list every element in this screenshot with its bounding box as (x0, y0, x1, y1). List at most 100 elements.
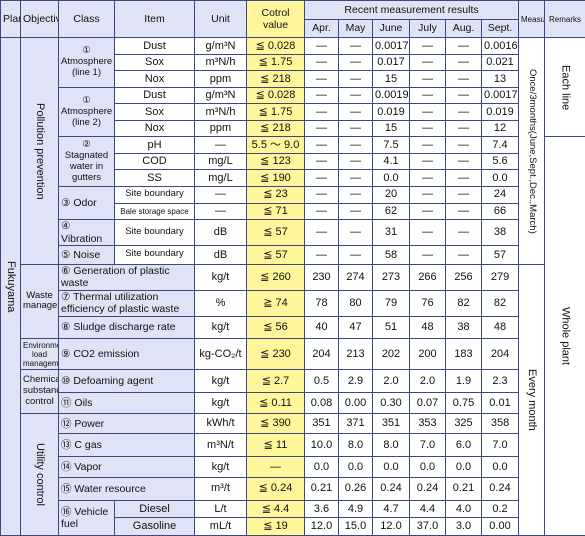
plant-name: Fukuyama (4, 260, 17, 313)
control-value: ≦ 11 (246, 433, 305, 458)
control-value: ≦ 57 (246, 245, 305, 265)
class-stagnated: ② Stagnated water in gutters (58, 136, 115, 187)
item: Site boundary (114, 219, 195, 247)
value: 12.0 (304, 517, 339, 536)
value: 279 (480, 263, 520, 291)
value: 0.0 (480, 169, 520, 187)
unit: dB (194, 245, 247, 265)
value: — (445, 186, 482, 204)
control-value: ≦ 123 (246, 152, 305, 171)
value: 3.6 (304, 499, 339, 519)
item: Diesel (114, 499, 195, 519)
objective-pollution: Pollution prevention (20, 37, 59, 265)
value: 0.0 (409, 456, 446, 478)
unit: L/t (194, 499, 247, 519)
item: Nox (114, 119, 195, 138)
item: Sox (114, 103, 195, 121)
unit: g/m³N (194, 37, 247, 55)
value: 3.0 (445, 517, 482, 536)
value: — (445, 136, 482, 154)
value: 57 (480, 245, 520, 265)
value: 31 (372, 219, 410, 247)
control-value: ≦ 390 (246, 412, 305, 435)
class-atm2: ① Atmosphere (line 2) (58, 86, 115, 138)
unit: mL/t (194, 517, 247, 536)
value: 15 (372, 70, 410, 88)
value: 274 (338, 263, 373, 291)
value: 204 (304, 338, 339, 371)
control-value: ≦ 0.028 (246, 37, 305, 55)
value: 266 (409, 263, 446, 291)
value: — (304, 245, 339, 265)
value: — (304, 186, 339, 204)
value: — (338, 219, 373, 247)
value: — (304, 169, 339, 187)
value: 1.9 (445, 369, 482, 394)
control-value: ≧ 74 (246, 289, 305, 317)
unit: — (194, 186, 247, 204)
class-water: ⑮ Water resource (58, 476, 195, 501)
value: — (338, 53, 373, 72)
value: — (338, 37, 373, 55)
value: 0.07 (409, 392, 446, 414)
value: 78 (304, 289, 339, 317)
unit: — (194, 136, 247, 154)
value: 0.0017 (372, 37, 410, 55)
header-measurement: Measurement (518, 0, 546, 39)
value: 358 (480, 412, 520, 435)
control-value: ≦ 218 (246, 119, 305, 138)
class-co2: ⑨ CO2 emission (58, 338, 195, 371)
value: — (445, 119, 482, 138)
class-sludge: ⑧ Sludge discharge rate (58, 315, 195, 340)
header-month: July (409, 18, 446, 39)
value: 8.0 (372, 433, 410, 458)
value: — (304, 103, 339, 121)
measurement-every: Every month (518, 263, 546, 536)
value: 0.08 (304, 392, 339, 414)
value: — (338, 245, 373, 265)
value: — (304, 119, 339, 138)
value: — (445, 53, 482, 72)
value: 0.0 (372, 169, 410, 187)
value: — (409, 119, 446, 138)
control-value: ≦ 0.028 (246, 86, 305, 105)
control-value: ≦ 57 (246, 219, 305, 247)
value: 8.0 (338, 433, 373, 458)
value: — (338, 152, 373, 171)
header-item: Item (114, 0, 195, 39)
value: 0.00 (338, 392, 373, 414)
value: 200 (409, 338, 446, 371)
value: — (445, 202, 482, 221)
value: 82 (480, 289, 520, 317)
value: 0.019 (480, 103, 520, 121)
control-value: ≦ 1.75 (246, 53, 305, 72)
item: Site boundary (114, 186, 195, 204)
value: 230 (304, 263, 339, 291)
value: 202 (372, 338, 410, 371)
header-class: Class (58, 0, 115, 39)
value: — (409, 86, 446, 105)
value: 82 (445, 289, 482, 317)
value: — (338, 103, 373, 121)
value: — (409, 202, 446, 221)
value: — (409, 53, 446, 72)
header-month: Aug. (445, 18, 482, 39)
remarks-whole: Whole plant (544, 136, 585, 536)
control-value: ≦ 218 (246, 70, 305, 88)
value: — (304, 70, 339, 88)
value: 0.2 (480, 499, 520, 519)
value: 0.24 (372, 476, 410, 501)
unit: kg/t (194, 369, 247, 394)
value: 0.21 (304, 476, 339, 501)
value: 4.7 (372, 499, 410, 519)
control-value: ≦ 190 (246, 169, 305, 187)
control-value: — (246, 456, 305, 478)
value: — (338, 169, 373, 187)
control-value: ≦ 4.4 (246, 499, 305, 519)
item: COD (114, 152, 195, 171)
value: — (304, 202, 339, 221)
item: Site boundary (114, 245, 195, 265)
value: 183 (445, 338, 482, 371)
unit: ppm (194, 119, 247, 138)
